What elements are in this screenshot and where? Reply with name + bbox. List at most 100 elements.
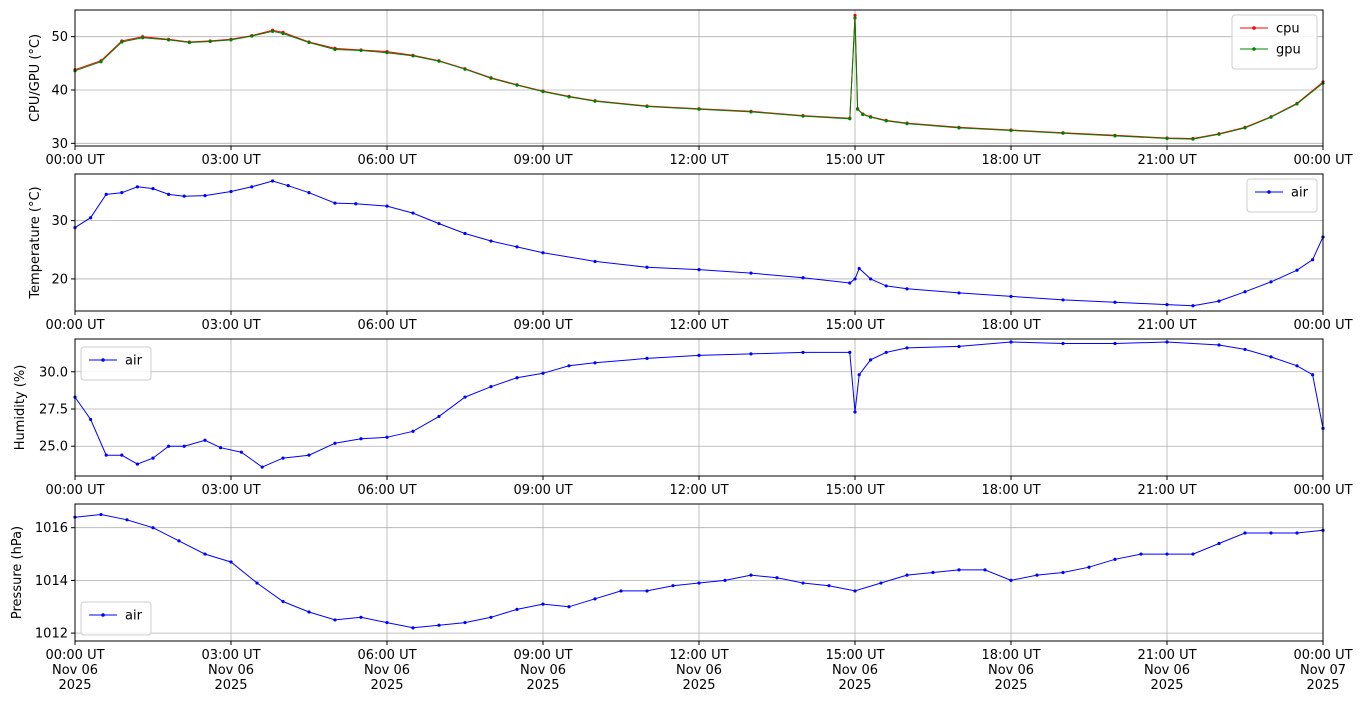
data-point — [645, 589, 649, 593]
data-point — [541, 90, 545, 94]
data-point — [1243, 126, 1247, 130]
data-point — [853, 277, 857, 281]
data-point — [167, 38, 171, 42]
x-tick-label: 21:00 UT — [1137, 483, 1196, 498]
y-tick-label: 27.5 — [39, 402, 68, 417]
data-point — [333, 441, 337, 445]
data-point — [385, 51, 389, 55]
data-point — [281, 456, 285, 460]
data-point — [801, 114, 805, 118]
data-point — [1217, 299, 1221, 303]
x-tick-label: 00:00 UT — [1293, 153, 1352, 168]
data-point — [359, 437, 363, 441]
data-point — [853, 410, 857, 414]
x-tick-label: 18:00 UT — [981, 483, 1040, 498]
x-tick-label: 00:00 UT — [45, 648, 104, 663]
data-point — [463, 67, 467, 71]
data-point — [271, 29, 275, 33]
series-line-air — [74, 341, 1324, 468]
data-point — [1009, 128, 1013, 133]
data-point — [1243, 531, 1247, 535]
legend-label-gpu: gpu — [1276, 43, 1301, 58]
data-point — [853, 589, 857, 593]
x-tick-label: Nov 06 — [676, 663, 722, 678]
data-point — [385, 435, 389, 439]
y-tick-label: 30 — [51, 214, 68, 229]
data-point — [250, 34, 254, 38]
data-point — [593, 99, 597, 103]
data-point — [187, 40, 191, 45]
data-point — [1217, 343, 1221, 347]
data-point — [1165, 302, 1169, 307]
data-point — [135, 462, 139, 466]
x-tick-label: 06:00 UT — [357, 483, 416, 498]
y-tick-label: 1016 — [35, 521, 68, 536]
data-point — [1191, 304, 1195, 308]
data-point — [541, 251, 545, 255]
data-point — [1113, 341, 1117, 346]
x-tick-label: 09:00 UT — [513, 483, 572, 498]
data-point — [1295, 102, 1299, 106]
data-point — [567, 605, 571, 609]
x-tick-label: 00:00 UT — [1293, 483, 1352, 498]
x-tick-label: 06:00 UT — [357, 648, 416, 663]
data-point — [848, 350, 852, 355]
legend-box — [1246, 178, 1318, 213]
data-point — [1035, 573, 1039, 577]
data-point — [385, 620, 389, 625]
x-tick-label: 18:00 UT — [981, 153, 1040, 168]
data-point — [957, 126, 961, 130]
data-point — [1113, 557, 1117, 561]
data-point — [1061, 570, 1065, 575]
data-point — [463, 395, 467, 399]
data-point — [857, 373, 861, 377]
data-point — [203, 552, 207, 556]
x-tick-label: 15:00 UT — [825, 483, 884, 498]
data-point — [307, 40, 311, 45]
data-point — [848, 117, 852, 121]
data-point — [359, 48, 363, 53]
data-point — [1191, 137, 1195, 141]
data-point — [697, 268, 701, 272]
data-point — [120, 191, 124, 195]
legend-label-air: air — [1291, 186, 1309, 201]
data-point — [1087, 565, 1091, 569]
x-tick-label: 09:00 UT — [513, 648, 572, 663]
data-point — [1243, 347, 1247, 352]
data-point — [905, 573, 909, 577]
data-point — [104, 453, 108, 457]
data-point — [437, 59, 441, 63]
y-tick-label: 50 — [51, 30, 68, 45]
data-point — [671, 584, 675, 588]
data-point — [869, 277, 873, 281]
x-tick-label: 18:00 UT — [981, 648, 1040, 663]
data-point — [884, 350, 888, 355]
legend-marker-air — [1267, 190, 1271, 194]
data-point — [857, 266, 861, 271]
data-point — [99, 60, 103, 64]
data-point — [151, 186, 155, 191]
data-point — [853, 16, 857, 20]
data-point — [281, 599, 285, 604]
data-point — [515, 83, 519, 87]
x-tick-label: 09:00 UT — [513, 153, 572, 168]
x-tick-label: 18:00 UT — [981, 318, 1040, 333]
data-point — [229, 189, 233, 194]
data-point — [1139, 552, 1143, 556]
x-tick-label: 2025 — [370, 678, 403, 693]
data-point — [697, 581, 701, 585]
x-tick-label: Nov 06 — [208, 663, 254, 678]
legend-marker-air — [101, 358, 105, 362]
data-point — [141, 36, 145, 40]
data-point — [848, 281, 852, 285]
legend-label-air: air — [125, 609, 143, 624]
data-point — [957, 291, 961, 295]
x-tick-label: 21:00 UT — [1137, 318, 1196, 333]
data-point — [541, 371, 545, 375]
y-tick-label: 1012 — [35, 627, 68, 642]
data-point — [1009, 294, 1013, 299]
data-point — [645, 265, 649, 269]
data-point — [749, 110, 753, 114]
data-point — [1061, 131, 1065, 135]
data-point — [1165, 552, 1169, 556]
